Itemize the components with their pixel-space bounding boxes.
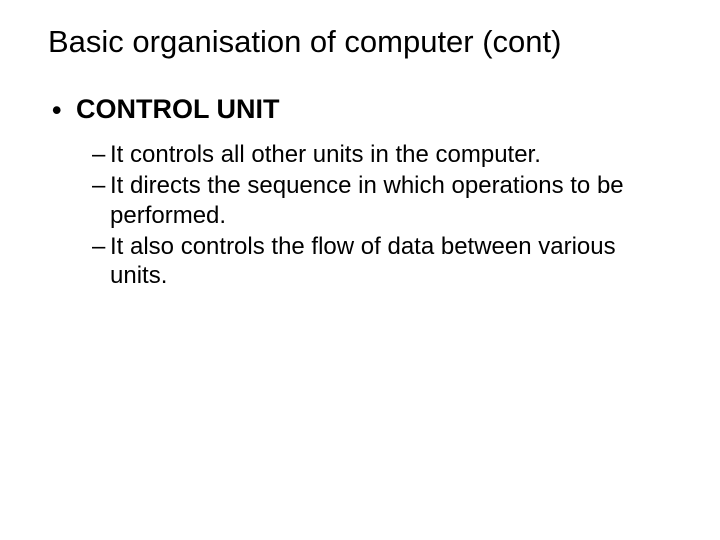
bullet-marker: • [52,94,76,126]
bullet-level-1: • CONTROL UNIT [52,94,672,126]
sub-bullet-marker: – [92,232,110,261]
sub-bullet: – It controls all other units in the com… [92,140,672,169]
bullet-label: CONTROL UNIT [76,94,280,125]
sub-bullet: – It directs the sequence in which opera… [92,171,672,230]
sub-bullet: – It also controls the flow of data betw… [92,232,672,291]
sub-bullet-text: It also controls the flow of data betwee… [110,232,672,291]
slide-title: Basic organisation of computer (cont) [48,24,672,60]
sub-bullet-marker: – [92,140,110,169]
sub-bullet-marker: – [92,171,110,200]
slide: Basic organisation of computer (cont) • … [0,0,720,540]
sub-bullet-text: It directs the sequence in which operati… [110,171,672,230]
sub-bullet-text: It controls all other units in the compu… [110,140,672,169]
sub-bullet-list: – It controls all other units in the com… [92,140,672,290]
